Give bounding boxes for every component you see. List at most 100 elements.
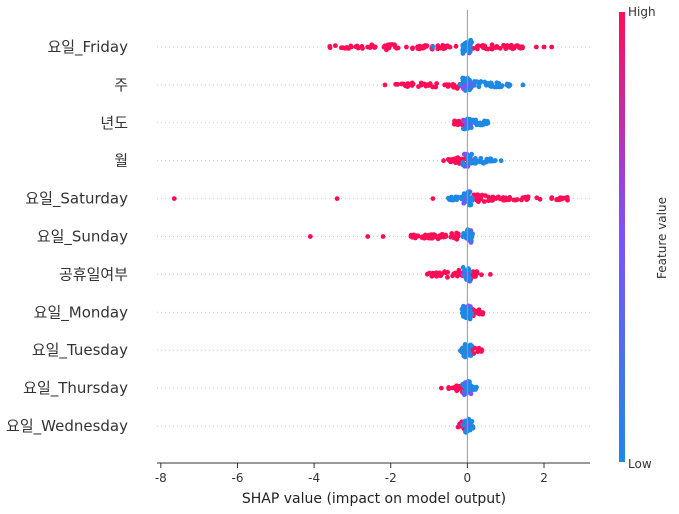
shap-point-outlier	[441, 158, 447, 164]
shap-point	[415, 233, 421, 239]
shap-point	[441, 45, 446, 50]
shap-point-core	[461, 391, 467, 397]
shap-point	[406, 83, 411, 88]
shap-point-outlier	[438, 385, 444, 391]
shap-point-core	[463, 429, 468, 435]
shap-point	[332, 43, 338, 49]
shap-point-core	[465, 352, 471, 358]
shap-point	[443, 233, 449, 239]
shap-point-core	[460, 314, 466, 319]
shap-point	[389, 42, 395, 47]
colorbar: High Low Feature value	[619, 5, 669, 471]
shap-point	[504, 197, 510, 203]
shap-point-outlier	[334, 196, 340, 202]
feature-label: 년도	[100, 114, 128, 132]
shap-point-core	[467, 427, 473, 433]
shap-point-core	[468, 237, 474, 243]
shap-point	[355, 45, 361, 51]
shap-point	[424, 271, 430, 277]
shap-point-core	[462, 342, 468, 347]
shap-point	[371, 44, 376, 49]
shap-point	[452, 384, 458, 390]
shap-point	[477, 120, 483, 126]
shap-point	[436, 233, 442, 239]
shap-point-outlier	[549, 44, 555, 50]
feature-label: 요일_Monday	[34, 303, 128, 322]
shap-point	[450, 82, 456, 87]
x-axis-title: SHAP value (impact on model output)	[242, 491, 506, 507]
shap-point-core	[467, 316, 473, 322]
feature-label: 월	[114, 152, 128, 170]
shap-point	[425, 235, 431, 241]
shap-point	[477, 311, 482, 317]
shap-point	[492, 158, 498, 163]
shap-point	[429, 271, 435, 277]
shap-point	[537, 196, 543, 202]
feature-label: 요일_Wednesday	[6, 417, 128, 436]
shap-point	[454, 195, 460, 201]
shap-point-core	[466, 417, 471, 423]
shap-point	[489, 42, 495, 48]
shap-point	[408, 234, 414, 239]
shap-point	[418, 82, 424, 87]
shap-point-core	[469, 151, 475, 157]
shap-point-core	[460, 42, 466, 48]
shap-point	[482, 118, 488, 124]
shap-point-core	[467, 277, 473, 283]
shap-point	[384, 47, 389, 53]
shap-point	[503, 46, 509, 52]
shap-point-core	[462, 83, 468, 89]
shap-point	[442, 269, 447, 275]
shap-point	[453, 43, 459, 49]
shap-point-core	[469, 343, 475, 349]
shap-point	[520, 195, 526, 201]
shap-point-core	[468, 37, 474, 43]
shap-point	[482, 159, 488, 165]
shap-point	[410, 45, 416, 51]
shap-point-outlier	[380, 234, 386, 239]
shap-point	[348, 43, 354, 49]
shap-point-core	[467, 87, 473, 93]
shap-point-outlier	[549, 196, 555, 202]
feature-label: 요일_Saturday	[25, 190, 128, 209]
colorbar-high-label: High	[628, 5, 656, 19]
colorbar-title: Feature value	[655, 197, 669, 279]
feature-label: 요일_Thursday	[23, 379, 128, 398]
shap-point	[479, 192, 485, 198]
shap-point	[393, 81, 399, 87]
colorbar-low-label: Low	[628, 457, 652, 471]
shap-point	[422, 44, 428, 50]
shap-point	[360, 46, 365, 51]
shap-point-core	[469, 311, 475, 316]
shap-point	[472, 274, 478, 279]
shap-point-core	[461, 350, 466, 356]
shap-point-core	[461, 118, 467, 124]
shap-point-core	[461, 200, 467, 206]
shap-point-outlier	[430, 196, 436, 202]
shap-point-outlier	[307, 234, 313, 239]
feature-label: 요일_Sunday	[37, 228, 128, 247]
shap-point	[455, 122, 461, 128]
shap-point-core	[461, 151, 467, 157]
x-tick-label: 2	[540, 471, 548, 485]
shap-point	[327, 45, 333, 51]
shap-point-core	[468, 81, 474, 86]
shap-point	[448, 194, 454, 200]
feature-label: 요일_Friday	[47, 38, 128, 57]
shap-point	[438, 273, 444, 279]
shap-point-core	[463, 79, 469, 85]
x-axis: -8 -6 -4 -2 0 2 SHAP value (impact on model o…	[155, 462, 590, 507]
shap-point	[450, 157, 455, 162]
shap-point-core	[461, 303, 466, 309]
shap-point	[434, 81, 440, 86]
shap-point-outlier	[487, 272, 493, 277]
shap-point	[403, 44, 409, 50]
shap-point	[473, 197, 479, 203]
shap-point	[482, 79, 488, 85]
colorbar-gradient	[619, 12, 625, 462]
shap-point-core	[468, 119, 474, 125]
shap-point	[475, 349, 481, 355]
shap-point-outlier	[520, 82, 526, 88]
